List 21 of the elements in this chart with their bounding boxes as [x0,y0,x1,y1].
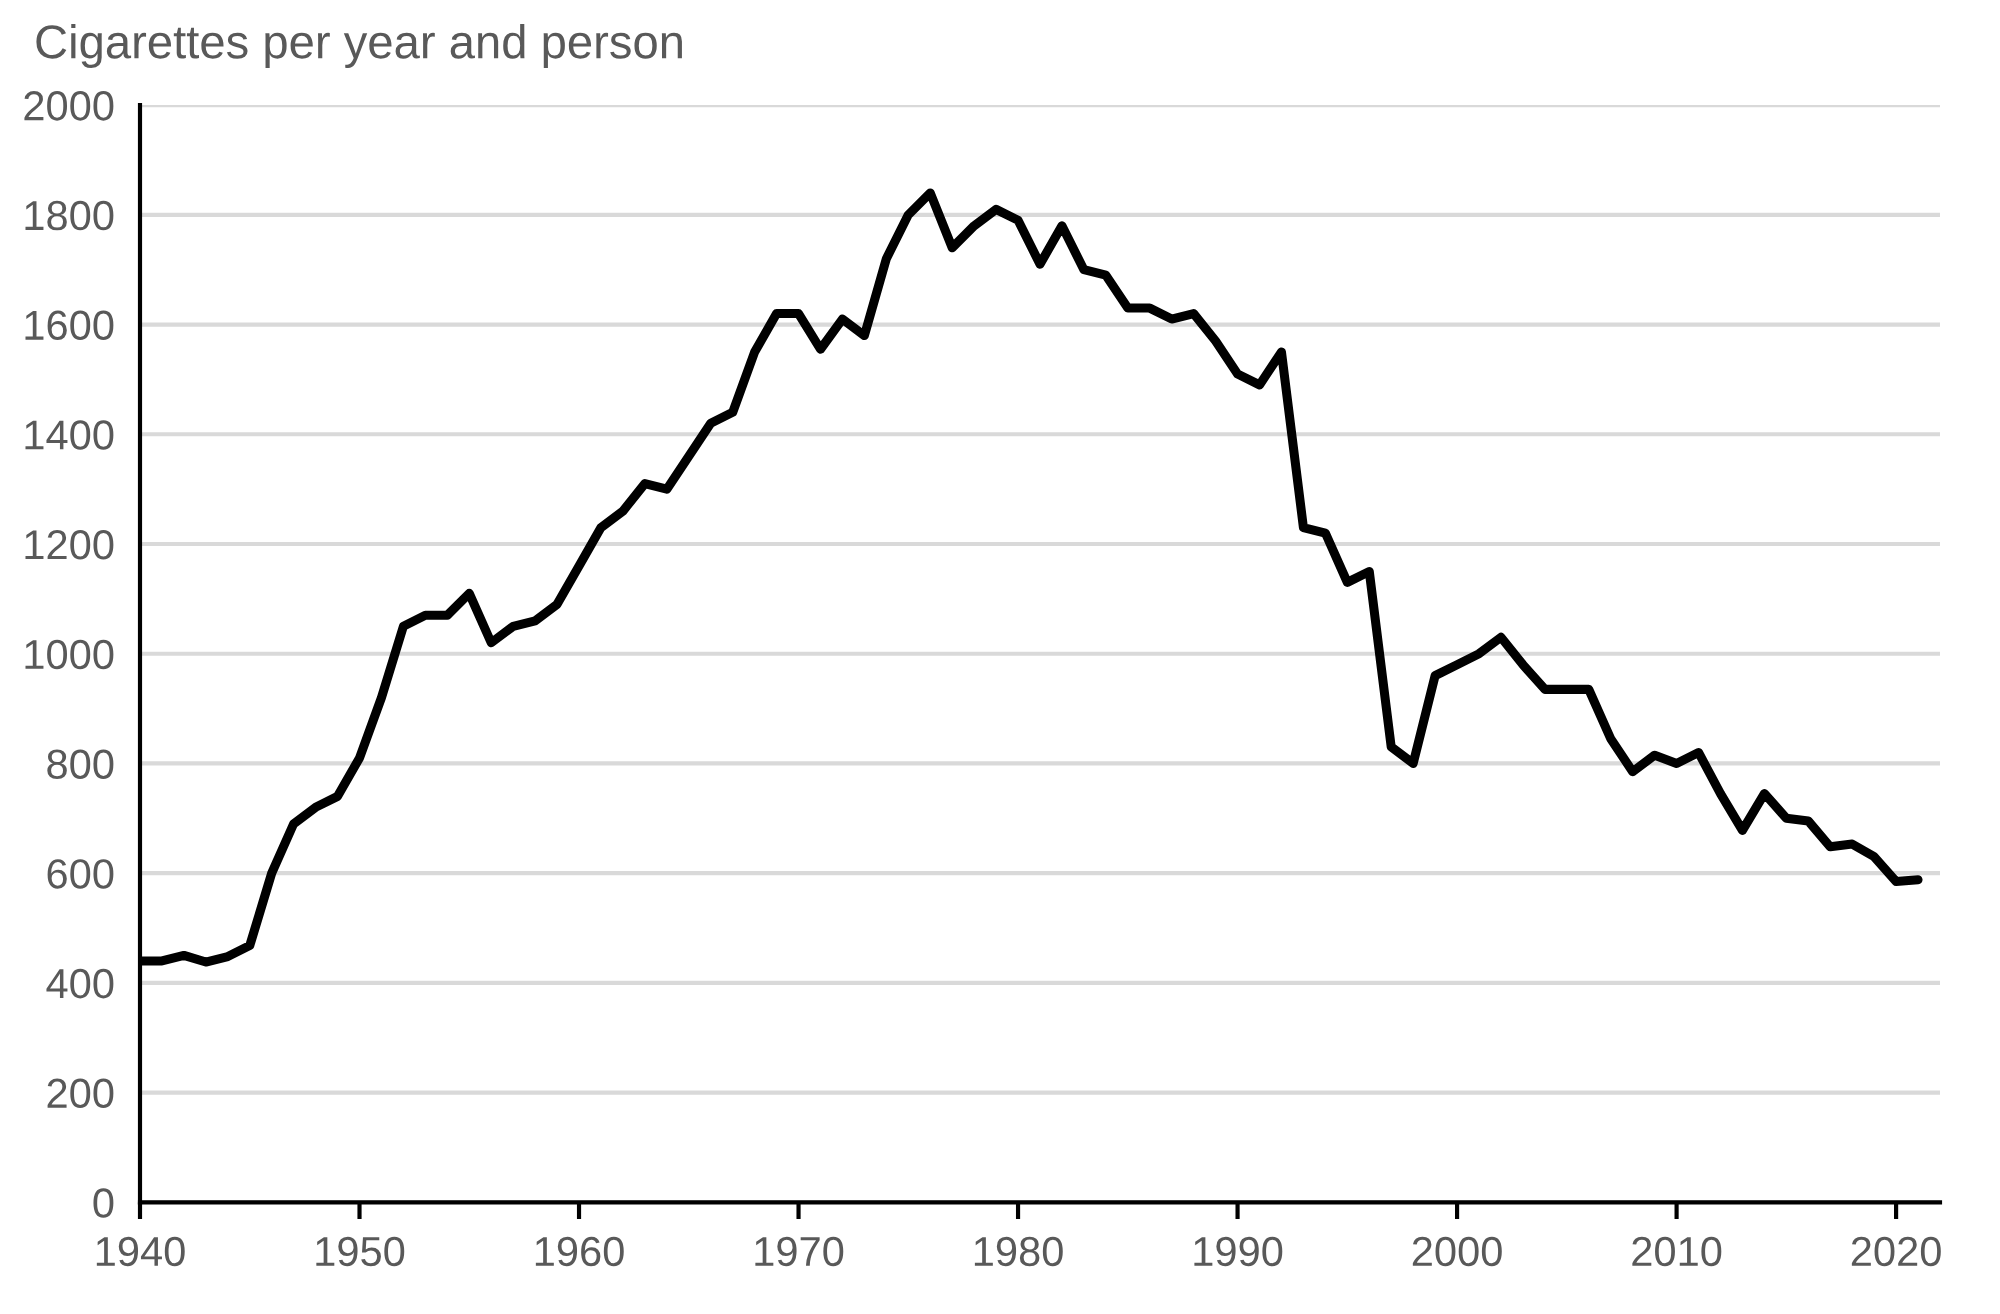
x-tick-label: 1960 [535,1236,624,1267]
y-tick-label: 1400 [25,420,114,450]
y-tick-label: 2000 [24,91,114,121]
y-axis-title: Cigarettes per year and person [36,23,682,68]
x-tick-label: 2000 [1412,1236,1502,1267]
y-tick-label: 0 [93,1188,114,1218]
x-tick-label: 1980 [974,1236,1063,1267]
y-tick-label: 1200 [25,530,114,560]
y-tick-label: 600 [47,859,114,889]
y-tick-label: 200 [47,1078,114,1109]
x-tick-label: 1950 [316,1236,405,1267]
y-tick-label: 1600 [25,310,114,341]
x-tick-label: 2010 [1632,1236,1722,1267]
y-tick-label: 800 [47,749,114,779]
x-tick-label: 1940 [96,1236,185,1267]
x-tick-label: 1970 [755,1236,844,1267]
y-tick-label: 400 [46,968,114,999]
x-tick-label: 1990 [1194,1236,1283,1267]
y-tick-label: 1000 [25,639,114,670]
y-tick-label: 1800 [25,200,114,231]
x-tick-label: 2020 [1851,1236,1941,1267]
